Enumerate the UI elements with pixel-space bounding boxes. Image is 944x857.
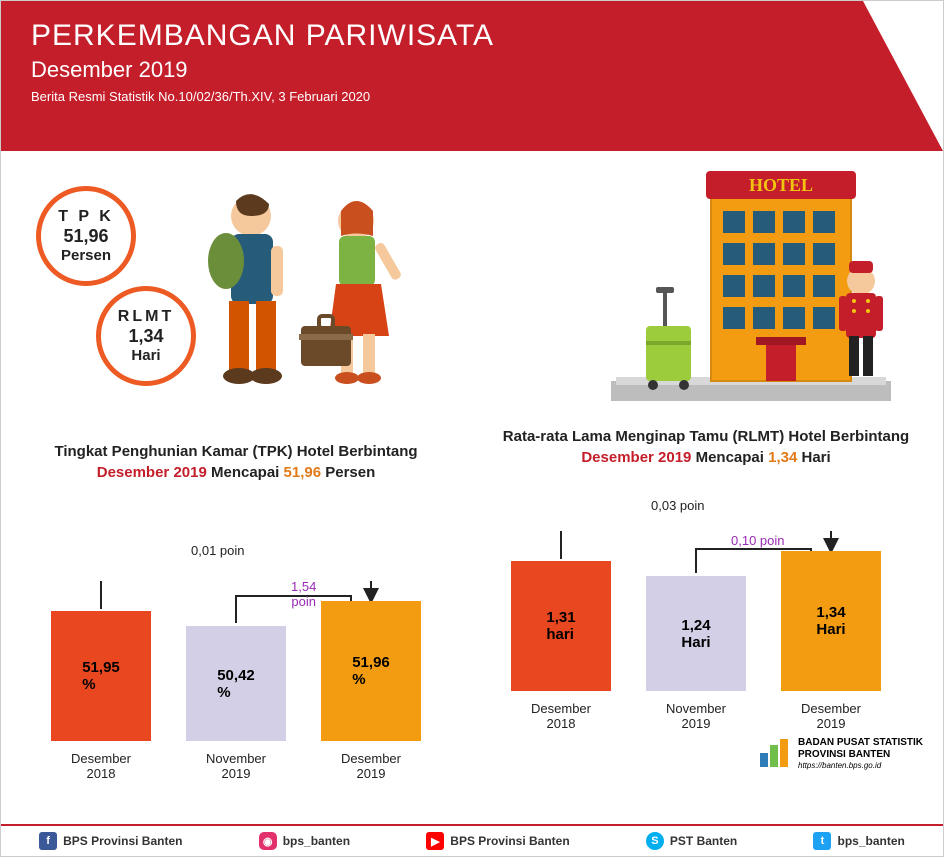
tpk-bar-2: 51,96% xyxy=(321,601,421,741)
tpk-caption-mid: Mencapai xyxy=(207,464,284,481)
rlmt-circle-l2: 1,34 xyxy=(128,326,163,347)
rlmt-caption-mid: Mencapai xyxy=(691,449,768,466)
tpk-diff-yoy: 0,01 poin xyxy=(191,543,245,558)
rlmt-label-1: November2019 xyxy=(646,701,746,731)
rlmt-circle-l1: RLMT xyxy=(118,308,174,326)
twitter-icon: t xyxy=(813,832,831,850)
tpk-caption-tail: Persen xyxy=(321,464,375,481)
hotel-illustration: HOTEL xyxy=(591,161,911,421)
rlmt-caption: Rata-rata Lama Menginap Tamu (RLMT) Hote… xyxy=(471,426,941,468)
infographic-page: PERKEMBANGAN PARIWISATA Desember 2019 Be… xyxy=(0,0,944,857)
social-twitter[interactable]: tbps_banten xyxy=(813,832,904,850)
social-instagram[interactable]: ◉bps_banten xyxy=(259,832,350,850)
rlmt-bar-2: 1,34Hari xyxy=(781,551,881,691)
instagram-icon: ◉ xyxy=(259,832,277,850)
rlmt-diff-mom: 0,10 poin xyxy=(731,533,785,548)
tpk-caption-line1: Tingkat Penghunian Kamar (TPK) Hotel Ber… xyxy=(54,443,417,460)
header-banner: PERKEMBANGAN PARIWISATA Desember 2019 Be… xyxy=(1,1,943,151)
rlmt-diff-yoy: 0,03 poin xyxy=(651,498,705,513)
hotel-sign-text: HOTEL xyxy=(749,175,813,195)
tpk-circle: T P K 51,96 Persen xyxy=(36,186,136,286)
facebook-icon: f xyxy=(39,832,57,850)
header-text: PERKEMBANGAN PARIWISATA Desember 2019 Be… xyxy=(31,19,494,104)
tpk-panel: T P K 51,96 Persen RLMT 1,34 Hari xyxy=(1,151,471,771)
youtube-icon: ▶ xyxy=(426,832,444,850)
social-footer: fBPS Provinsi Banten ◉bps_banten ▶BPS Pr… xyxy=(1,824,943,856)
header-diagonal-cut xyxy=(863,1,943,151)
tpk-caption: Tingkat Penghunian Kamar (TPK) Hotel Ber… xyxy=(1,441,471,483)
rlmt-caption-value: 1,34 xyxy=(768,449,797,466)
main-content: T P K 51,96 Persen RLMT 1,34 Hari xyxy=(1,151,943,826)
tpk-label-2: Desember2019 xyxy=(321,751,421,781)
tpk-circle-l3: Persen xyxy=(61,247,111,264)
tpk-circle-l1: T P K xyxy=(58,208,114,226)
skype-icon: S xyxy=(646,832,664,850)
tpk-caption-value: 51,96 xyxy=(284,464,322,481)
tpk-circle-l2: 51,96 xyxy=(63,226,108,247)
social-youtube[interactable]: ▶BPS Provinsi Banten xyxy=(426,832,569,850)
header-title: PERKEMBANGAN PARIWISATA xyxy=(31,19,494,53)
tpk-bar-1: 50,42% xyxy=(186,626,286,741)
tpk-chart: 0,01 poin 1,54poin 51,95% 50,42% 51,96% … xyxy=(41,581,441,781)
bps-logo-block: BADAN PUSAT STATISTIK PROVINSI BANTEN ht… xyxy=(756,737,923,771)
bps-logo-text: BADAN PUSAT STATISTIK PROVINSI BANTEN ht… xyxy=(798,737,923,771)
social-skype[interactable]: SPST Banten xyxy=(646,832,737,850)
tpk-label-1: November2019 xyxy=(186,751,286,781)
bps-logo-icon xyxy=(756,737,790,771)
tourists-illustration xyxy=(181,176,441,426)
header-ref: Berita Resmi Statistik No.10/02/36/Th.XI… xyxy=(31,89,494,104)
tpk-bar-0: 51,95% xyxy=(51,611,151,741)
rlmt-panel: HOTEL xyxy=(471,151,941,771)
rlmt-chart: 0,03 poin 0,10 poin 1,31hari 1,24Hari 1,… xyxy=(501,531,901,731)
rlmt-label-0: Desember2018 xyxy=(511,701,611,731)
tpk-label-0: Desember2018 xyxy=(51,751,151,781)
header-subtitle: Desember 2019 xyxy=(31,57,494,83)
rlmt-label-2: Desember2019 xyxy=(781,701,881,731)
rlmt-caption-period: Desember 2019 xyxy=(581,449,691,466)
rlmt-caption-line1: Rata-rata Lama Menginap Tamu (RLMT) Hote… xyxy=(503,428,909,445)
rlmt-bar-1: 1,24Hari xyxy=(646,576,746,691)
tpk-caption-period: Desember 2019 xyxy=(97,464,207,481)
rlmt-circle-l3: Hari xyxy=(131,347,160,364)
tpk-diff-mom: 1,54poin xyxy=(291,579,316,609)
rlmt-bar-0: 1,31hari xyxy=(511,561,611,691)
social-facebook[interactable]: fBPS Provinsi Banten xyxy=(39,832,182,850)
rlmt-caption-tail: Hari xyxy=(797,449,830,466)
